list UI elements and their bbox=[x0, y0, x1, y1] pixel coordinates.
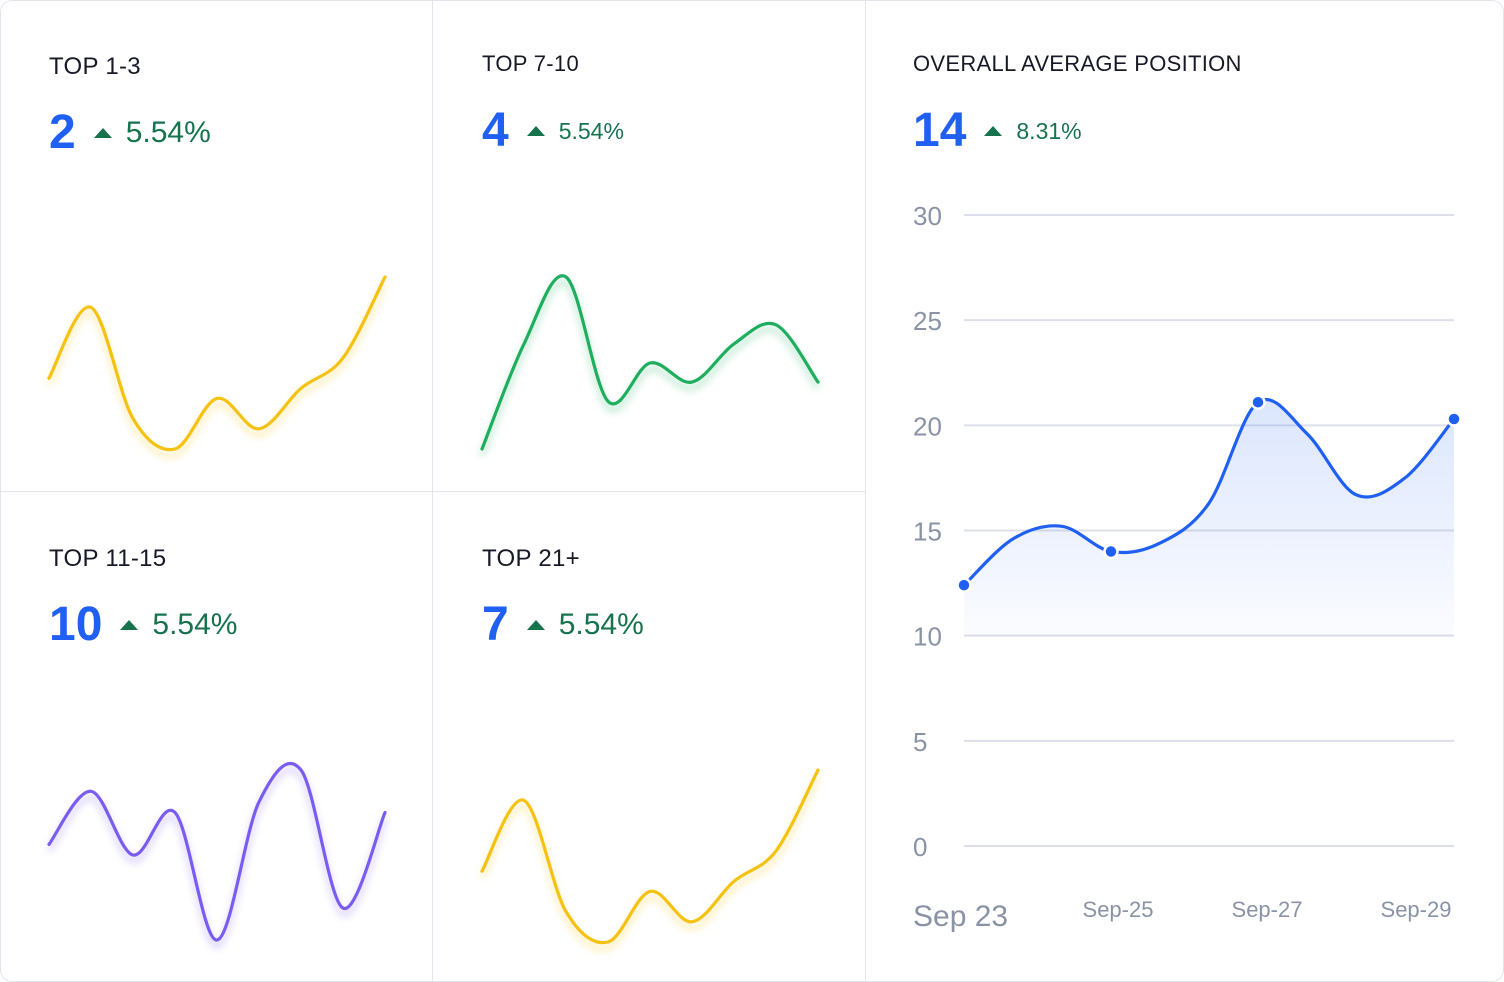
x-tick-label: Sep-25 bbox=[1083, 897, 1154, 922]
y-tick-label: 10 bbox=[913, 622, 942, 652]
panel-top-7-10: TOP 7-10 4 5.54% bbox=[433, 1, 865, 491]
metric-value: 14 bbox=[913, 104, 967, 157]
y-tick-label: 0 bbox=[913, 832, 927, 862]
panel-title: OVERALL AVERAGE POSITION bbox=[913, 51, 1242, 76]
trend-up-icon bbox=[93, 128, 112, 138]
panel-title: TOP 11-15 bbox=[49, 545, 167, 572]
sparkline-line bbox=[47, 275, 387, 452]
sparkline-line bbox=[47, 762, 387, 942]
metric-row: 7 5.54% bbox=[482, 601, 644, 649]
metric-row: 2 5.54% bbox=[49, 109, 211, 157]
panel-top-1-3: TOP 1-3 2 5.54% bbox=[1, 1, 432, 491]
sparkline-line bbox=[480, 274, 820, 451]
trend-up-icon bbox=[120, 620, 139, 630]
x-tick-label: Sep-27 bbox=[1232, 897, 1303, 922]
sparkline-shadow bbox=[480, 775, 820, 951]
metric-row: 4 5.54% bbox=[482, 107, 624, 155]
trend-up-icon bbox=[526, 620, 545, 630]
panel-title: TOP 1-3 bbox=[49, 53, 141, 80]
divider-vertical-right bbox=[865, 1, 866, 981]
panel-title: TOP 7-10 bbox=[482, 51, 579, 76]
series-line bbox=[962, 398, 1456, 587]
sparkline-top-1-3 bbox=[47, 275, 387, 458]
x-tick-label: Sep 23 bbox=[913, 900, 1008, 933]
metric-change: 5.54% bbox=[152, 608, 238, 641]
x-tick-label: Sep-29 bbox=[1381, 897, 1452, 922]
sparkline-top-7-10 bbox=[480, 274, 820, 456]
metric-row: 14 8.31% bbox=[913, 107, 1082, 155]
y-tick-label: 15 bbox=[913, 517, 942, 547]
area-fill bbox=[964, 399, 1454, 636]
sparkline-top-11-15 bbox=[47, 762, 387, 948]
sparkline-shadow bbox=[47, 282, 387, 458]
metric-change: 5.54% bbox=[125, 116, 211, 149]
y-tick-label: 20 bbox=[913, 411, 942, 441]
data-point bbox=[1446, 411, 1462, 427]
metric-change: 5.54% bbox=[558, 608, 644, 641]
y-tick-label: 25 bbox=[913, 306, 942, 336]
metric-value: 4 bbox=[482, 104, 509, 157]
metric-change: 8.31% bbox=[1016, 117, 1082, 144]
data-point bbox=[1103, 543, 1119, 560]
panel-top-11-15: TOP 11-15 10 5.54% bbox=[1, 492, 432, 981]
metric-value: 2 bbox=[49, 106, 76, 159]
data-point bbox=[1250, 394, 1266, 410]
panel-title: TOP 21+ bbox=[482, 545, 580, 572]
metric-value: 7 bbox=[482, 598, 509, 651]
metric-change: 5.54% bbox=[558, 117, 624, 144]
divider-horizontal bbox=[1, 491, 865, 492]
sparkline-line bbox=[480, 768, 820, 945]
trend-up-icon bbox=[526, 126, 545, 136]
panel-top-21-plus: TOP 21+ 7 5.54% bbox=[433, 492, 865, 981]
metric-row: 10 5.54% bbox=[49, 601, 237, 649]
overall-position-chart: 0 5 10 15 20 25 30 Sep 23 Sep-25 Sep-27 Sep-29 bbox=[913, 201, 1462, 933]
metric-value: 10 bbox=[49, 598, 103, 651]
y-tick-label: 30 bbox=[913, 201, 942, 231]
panel-overall-average-position: OVERALL AVERAGE POSITION 14 8.31% 0 5 10 15… bbox=[866, 1, 1503, 981]
sparkline-shadow bbox=[47, 767, 387, 948]
sparkline-shadow bbox=[480, 279, 820, 456]
data-point bbox=[956, 577, 972, 593]
y-tick-label: 5 bbox=[913, 727, 927, 757]
sparkline-top-21-plus bbox=[480, 768, 820, 951]
trend-up-icon bbox=[984, 126, 1003, 136]
